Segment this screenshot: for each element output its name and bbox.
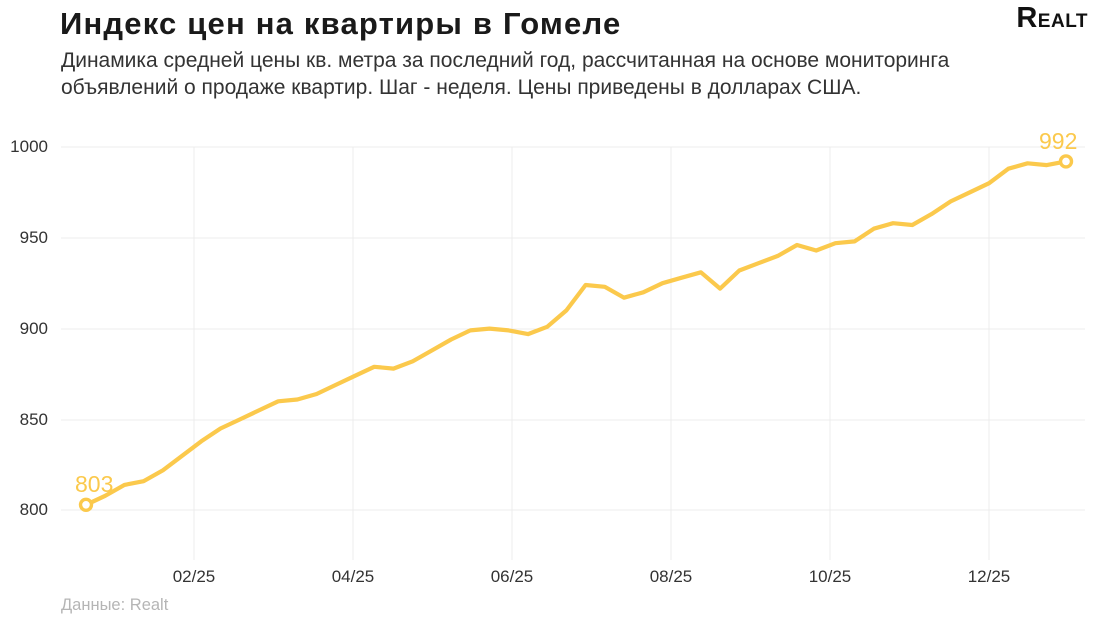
svg-text:992: 992 (1039, 128, 1077, 154)
svg-text:800: 800 (20, 500, 48, 519)
svg-text:08/25: 08/25 (650, 567, 693, 586)
svg-text:1000: 1000 (10, 137, 48, 156)
svg-text:850: 850 (20, 410, 48, 429)
svg-text:950: 950 (20, 228, 48, 247)
svg-text:803: 803 (75, 471, 113, 497)
svg-text:04/25: 04/25 (332, 567, 375, 586)
svg-text:06/25: 06/25 (491, 567, 534, 586)
svg-text:10/25: 10/25 (809, 567, 852, 586)
svg-text:02/25: 02/25 (173, 567, 216, 586)
svg-text:12/25: 12/25 (968, 567, 1011, 586)
svg-text:900: 900 (20, 319, 48, 338)
